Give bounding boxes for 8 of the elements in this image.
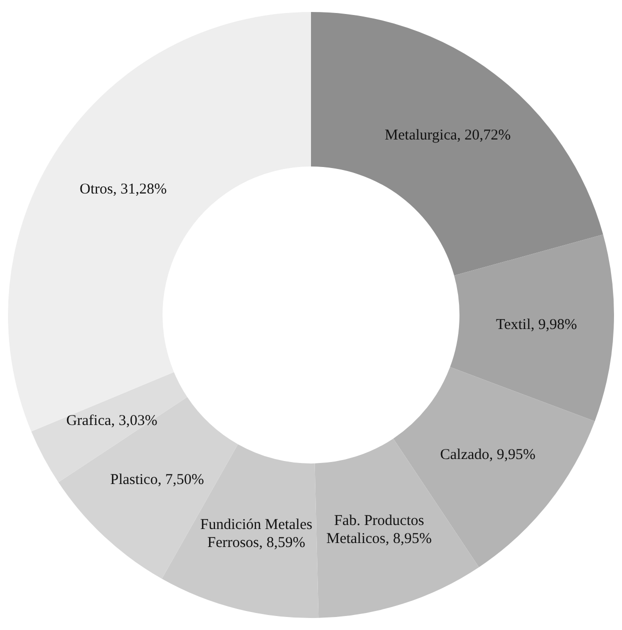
slice-label: Fab. Productos Metalicos, 8,95%	[326, 513, 432, 548]
slice-label: Plastico, 7,50%	[110, 472, 204, 488]
slice-label: Calzado, 9,95%	[440, 447, 536, 464]
slice-label: Metalurgica, 20,72%	[384, 127, 511, 144]
slice-label: Otros, 31,28%	[80, 182, 167, 198]
slice-label: Grafica, 3,03%	[66, 413, 158, 430]
slice-label: Fundición Metales Ferrosos, 8,59%	[200, 516, 312, 551]
slice-label: Textil, 9,98%	[496, 317, 578, 334]
